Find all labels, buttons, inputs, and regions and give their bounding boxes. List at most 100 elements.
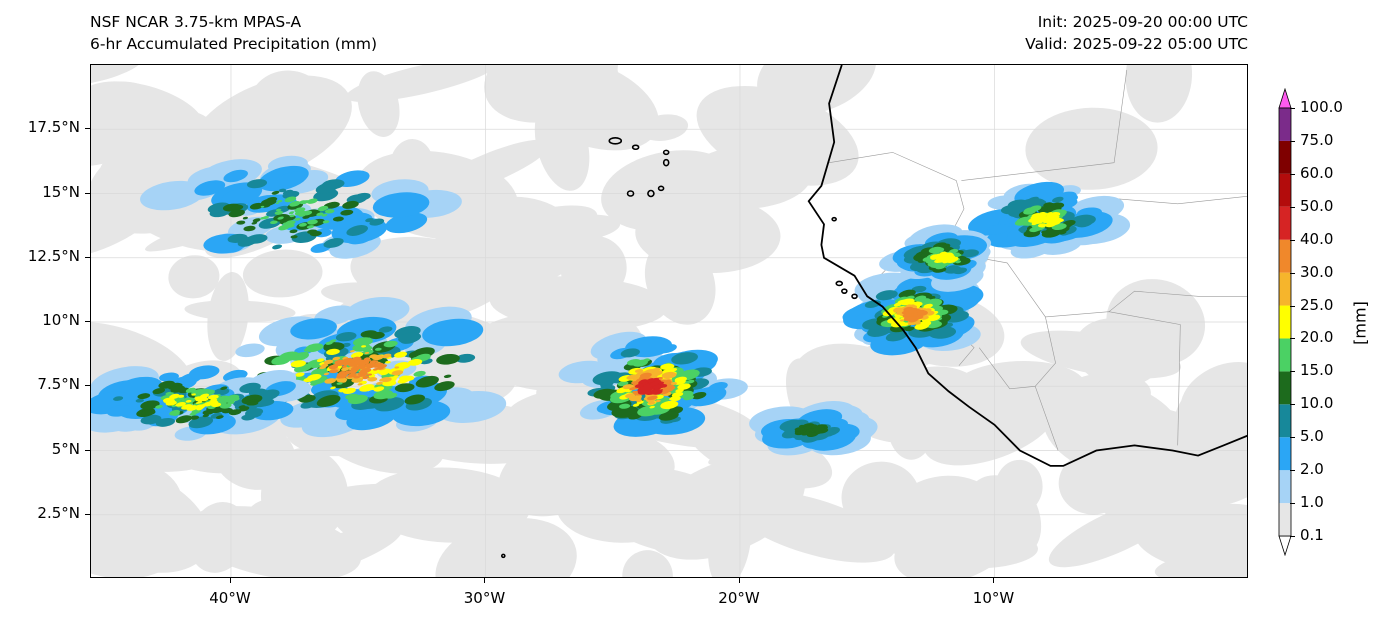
precip-cell (220, 386, 228, 390)
precip-cell (260, 205, 265, 208)
precip-cell (383, 340, 398, 348)
colorbar-tick-mark (1290, 272, 1295, 274)
island-outline (500, 553, 506, 559)
precip-cell (323, 359, 334, 365)
precip-cell (195, 401, 201, 404)
precip-cell (137, 393, 151, 400)
precip-cell (1031, 216, 1039, 221)
colorbar-extend-max (1278, 88, 1292, 109)
precip-cell (349, 369, 358, 374)
precip-cell (373, 360, 379, 363)
colorbar-tick-label: 10.0 (1300, 394, 1334, 413)
precip-cell (931, 247, 945, 254)
border-line (963, 254, 1059, 451)
precip-cell (1053, 218, 1058, 221)
precip-cell (169, 409, 181, 416)
precip-cell (407, 359, 423, 366)
trace-precip-patch (622, 550, 673, 577)
precip-cell (434, 381, 455, 392)
precip-cell (275, 202, 280, 205)
precip-cell (671, 391, 684, 398)
model-title: NSF NCAR 3.75-km MPAS-A (90, 13, 302, 31)
gridlines (91, 65, 1247, 577)
precip-cell (288, 212, 294, 215)
precip-cell (306, 225, 315, 229)
precip-cell (399, 375, 409, 381)
precip-cell (944, 265, 959, 273)
precip-cell (908, 308, 917, 314)
precip-cell (631, 381, 639, 385)
precip-cell (152, 387, 166, 395)
precip-cell (364, 351, 370, 355)
precip-cell (356, 364, 367, 370)
precip-cell (341, 380, 347, 383)
precip-cell (282, 190, 300, 199)
precip-cell (317, 205, 329, 212)
precip-cell (155, 417, 176, 427)
precip-cell (315, 182, 339, 194)
precip-cell (361, 345, 367, 348)
precip-cell (336, 372, 348, 379)
trace-precip-patch (415, 252, 482, 279)
trace-precip-patch (530, 424, 675, 498)
precip-cell (1052, 193, 1078, 206)
precip-cell (332, 216, 344, 222)
precip-cell (686, 379, 695, 384)
precip-cell (906, 316, 916, 321)
precip-cell (215, 415, 224, 420)
precip-cell (404, 394, 426, 405)
precip-cell (271, 190, 280, 195)
precip-cell (277, 171, 305, 186)
colorbar-segment (1279, 305, 1291, 339)
colorbar-tick-label: 1.0 (1300, 493, 1324, 512)
trace-precip-patch (1121, 423, 1247, 499)
colorbar-tick-mark (1290, 371, 1295, 373)
precip-cell (324, 209, 335, 214)
precip-cell (1048, 212, 1053, 214)
lat-tick-mark (85, 192, 90, 194)
colorbar-tick-label: 40.0 (1300, 229, 1334, 248)
precip-cell (916, 310, 928, 316)
precip-cell (330, 386, 336, 390)
colorbar-segment (1279, 108, 1291, 141)
precip-cell (372, 354, 384, 361)
lat-tick-mark (85, 449, 90, 451)
precip-cell (352, 337, 373, 347)
precip-cell (794, 427, 805, 432)
trace-precip-patch (995, 459, 1043, 514)
colorbar-tick-label: 50.0 (1300, 196, 1334, 215)
trace-precip-patch (91, 489, 185, 577)
trace-precip-patch (882, 366, 983, 429)
precip-cell (415, 375, 439, 388)
precip-cell (1000, 204, 1023, 215)
precip-cell (1043, 217, 1053, 222)
precip-cell (135, 398, 144, 403)
precip-cell (270, 220, 278, 225)
colorbar-segment (1279, 173, 1291, 207)
precip-cell (181, 404, 193, 410)
precip-cell (243, 225, 256, 232)
trace-precip-patch (435, 517, 577, 577)
precip-cell (443, 374, 452, 378)
border-line (961, 70, 1128, 181)
precip-cell (321, 363, 329, 368)
trace-precip-patch (841, 461, 921, 534)
precip-cell (119, 376, 163, 397)
precip-cell (354, 192, 371, 201)
precip-cell (893, 307, 905, 313)
precip-cell (235, 343, 265, 358)
precip-cell (159, 372, 179, 382)
border-line (1108, 290, 1247, 312)
precip-cell (322, 220, 330, 224)
precip-cell (168, 392, 174, 395)
precip-cell (369, 331, 385, 340)
precip-cell (593, 388, 615, 399)
precip-cell (210, 398, 218, 403)
precip-cell (251, 221, 258, 225)
precip-cell (897, 299, 908, 305)
lon-tick-label: 20°W (718, 589, 760, 607)
precip-cell (366, 373, 372, 376)
precip-cell (163, 399, 171, 403)
trace-precip-patch (1106, 279, 1206, 366)
precip-cell (194, 404, 206, 410)
